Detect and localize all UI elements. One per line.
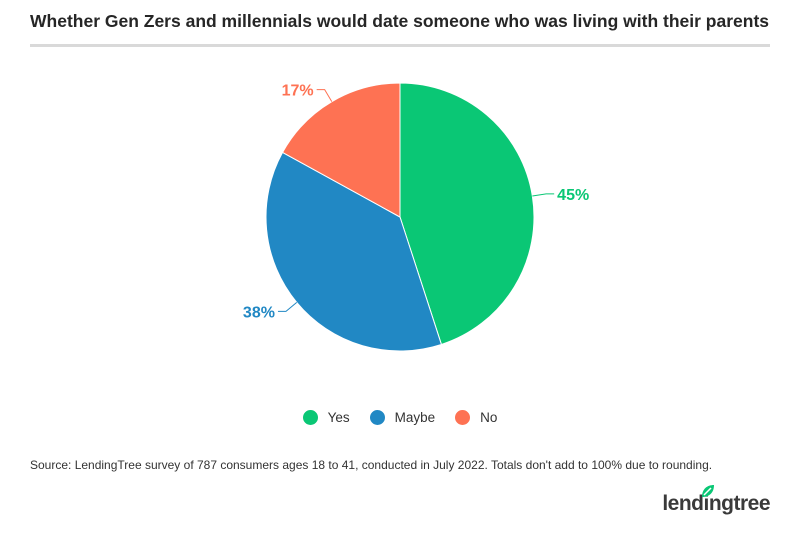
legend-item-maybe[interactable]: Maybe <box>369 410 436 425</box>
legend-label-yes: Yes <box>327 410 350 425</box>
legend: Yes Maybe No <box>0 410 800 425</box>
chart-title: Whether Gen Zers and millennials would d… <box>30 11 770 31</box>
leader-line-maybe <box>277 302 298 312</box>
leader-line-no <box>316 89 333 102</box>
leader-line-yes <box>532 193 555 197</box>
legend-swatch-yes <box>302 410 318 425</box>
leaf-icon <box>702 485 715 497</box>
data-label-yes: 45% <box>557 187 589 204</box>
legend-swatch-maybe <box>369 410 385 425</box>
source-note: Source: LendingTree survey of 787 consum… <box>30 458 713 472</box>
legend-label-maybe: Maybe <box>394 410 436 425</box>
legend-swatch-no <box>455 410 471 425</box>
lendingtree-logo[interactable]: lendingtree <box>662 485 770 516</box>
data-label-no: 17% <box>282 83 314 100</box>
legend-item-yes[interactable]: Yes <box>302 410 350 425</box>
data-label-maybe: 38% <box>243 304 275 321</box>
logo-wordmark: lendingtree <box>662 492 770 515</box>
pie-slice-no[interactable] <box>281 82 401 218</box>
legend-label-no: No <box>480 410 498 425</box>
legend-item-no[interactable]: No <box>455 410 497 425</box>
title-divider <box>30 44 770 47</box>
pie-chart: 45% 38% 17% <box>243 82 589 352</box>
